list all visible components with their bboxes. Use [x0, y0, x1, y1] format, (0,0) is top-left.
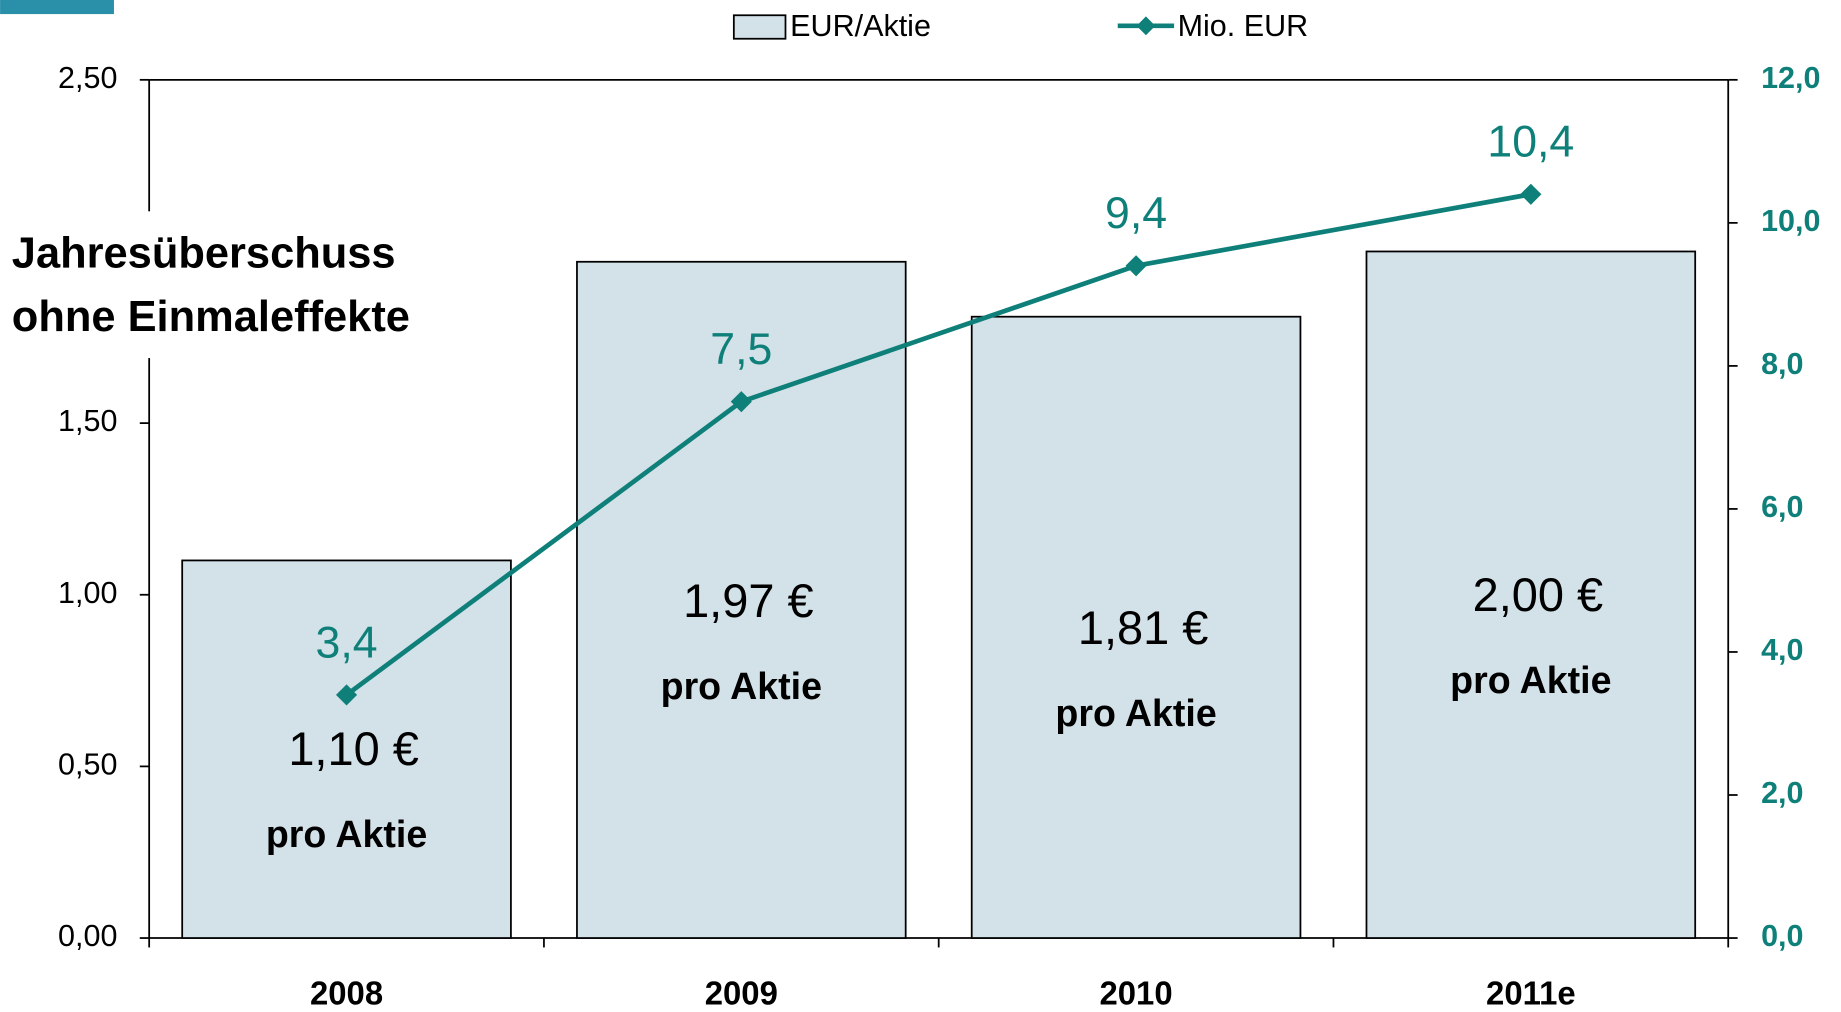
bar-value-label: 1,10 € — [288, 722, 419, 775]
corner-decoration — [0, 0, 114, 15]
line-marker — [335, 684, 358, 706]
legend-label: Mio. EUR — [1178, 9, 1309, 43]
line-value-label: 10,4 — [1487, 118, 1574, 167]
y2-tick-label: 6,0 — [1761, 490, 1803, 524]
bar-value-label: 1,81 € — [1078, 601, 1209, 654]
line-value-label: 9,4 — [1105, 189, 1167, 238]
y-tick-label: 1,50 — [58, 404, 117, 438]
bar — [181, 559, 512, 939]
legend-swatch — [732, 14, 787, 40]
y-tick-label: 1,00 — [58, 576, 117, 610]
y2-tick-label: 8,0 — [1761, 347, 1803, 381]
bar-note: pro Aktie — [266, 813, 427, 855]
x-tick-label: 2008 — [310, 974, 383, 1011]
chart-title: Jahresüberschuss — [12, 229, 396, 277]
x-tick-label: 2011e — [1486, 974, 1576, 1011]
y2-tick-label: 12,0 — [1761, 61, 1820, 95]
chart-title: ohne Einmaleffekte — [12, 293, 410, 341]
line-value-label: 7,5 — [710, 325, 772, 374]
bar-note: pro Aktie — [1055, 692, 1216, 734]
y2-tick-label: 4,0 — [1761, 633, 1803, 667]
bar — [970, 315, 1302, 939]
bar — [576, 260, 907, 939]
y-tick-label: 2,50 — [58, 61, 117, 95]
y2-tick-label: 10,0 — [1761, 204, 1820, 238]
bar-note: pro Aktie — [661, 665, 822, 707]
line-marker — [1520, 183, 1542, 205]
title-background — [0, 211, 517, 359]
legend-marker — [1136, 16, 1156, 36]
line-marker — [730, 391, 752, 413]
legend-label: EUR/Aktie — [790, 9, 931, 43]
line-value-label: 3,4 — [316, 618, 378, 667]
bar — [1365, 250, 1697, 939]
bar-value-label: 2,00 € — [1473, 568, 1604, 621]
y2-tick-label: 0,0 — [1761, 919, 1803, 953]
x-tick-label: 2010 — [1100, 974, 1173, 1011]
y2-tick-label: 2,0 — [1761, 776, 1803, 810]
y-tick-label: 0,50 — [58, 747, 117, 781]
line-marker — [1125, 255, 1147, 277]
bar-value-label: 1,97 € — [683, 574, 814, 627]
line — [345, 191, 1532, 697]
x-tick-label: 2009 — [705, 974, 778, 1011]
bar-note: pro Aktie — [1450, 659, 1611, 701]
y-tick-label: 0,00 — [58, 919, 117, 953]
